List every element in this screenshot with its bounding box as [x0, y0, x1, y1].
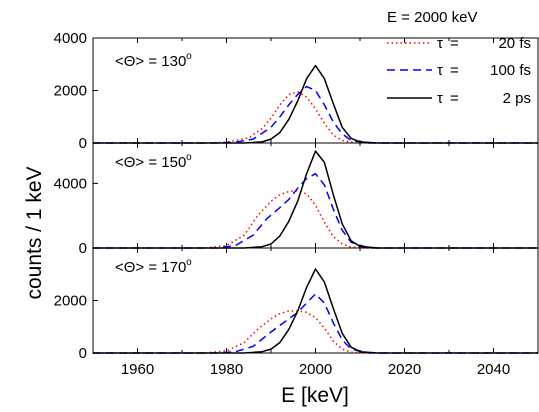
- x-axis-label: E [keV]: [281, 384, 349, 407]
- panel-label: <Θ> = 150: [115, 154, 186, 171]
- series-line-2: [93, 172, 538, 249]
- panel-label-sup: o: [186, 257, 192, 268]
- y-tick-label: 2000: [54, 83, 87, 100]
- y-tick-label: 2000: [54, 293, 87, 310]
- legend-value: 20 fs: [498, 35, 531, 52]
- legend: τ = 20 fs τ = 100 fs τ = 2 ps: [387, 35, 531, 107]
- legend-eq: =: [450, 62, 459, 79]
- legend-eq: =: [450, 90, 459, 107]
- series-line-3: [93, 268, 538, 354]
- x-tick-label: 2020: [388, 361, 421, 378]
- panel-label-sup: o: [186, 51, 192, 62]
- series-line-1: [93, 91, 538, 144]
- x-tick-label: 2040: [477, 361, 510, 378]
- y-tick-label: 0: [79, 345, 87, 362]
- series-line-3: [93, 150, 538, 249]
- legend-value: 100 fs: [490, 62, 531, 79]
- y-tick-label: 0: [79, 135, 87, 152]
- panel-label: <Θ> = 170: [115, 259, 186, 276]
- panel-label: <Θ> = 130: [115, 53, 186, 70]
- series-line-1: [93, 189, 538, 249]
- panel-top: 0 2000 4000 <Θ> = 130 o: [54, 30, 539, 152]
- x-tick-labels: 1960 1980 2000 2020 2040: [121, 361, 510, 378]
- legend-eq: =: [450, 35, 459, 52]
- series-line-2: [93, 293, 538, 354]
- x-tick-label: 1980: [210, 361, 243, 378]
- y-tick-label: 4000: [54, 175, 87, 192]
- y-axis-label: counts / 1 keV: [23, 166, 46, 299]
- legend-symbol: τ: [437, 90, 443, 107]
- y-tick-label: 0: [79, 240, 87, 257]
- panel-label-sup: o: [186, 152, 192, 163]
- x-tick-label: 1960: [121, 361, 154, 378]
- series-line-2: [93, 85, 538, 144]
- y-tick-label: 4000: [54, 30, 87, 47]
- panel-middle: 0 4000 <Θ> = 150 o: [54, 142, 539, 257]
- chart-header: E = 2000 keV: [387, 9, 477, 26]
- series-line-1: [93, 310, 538, 354]
- x-tick-label: 2000: [299, 361, 332, 378]
- legend-value: 2 ps: [503, 90, 531, 107]
- legend-symbol: τ: [437, 35, 443, 52]
- panel-bottom: 0 2000 <Θ> = 170 o: [54, 247, 539, 362]
- legend-symbol: τ: [437, 62, 443, 79]
- series-line-3: [93, 64, 538, 144]
